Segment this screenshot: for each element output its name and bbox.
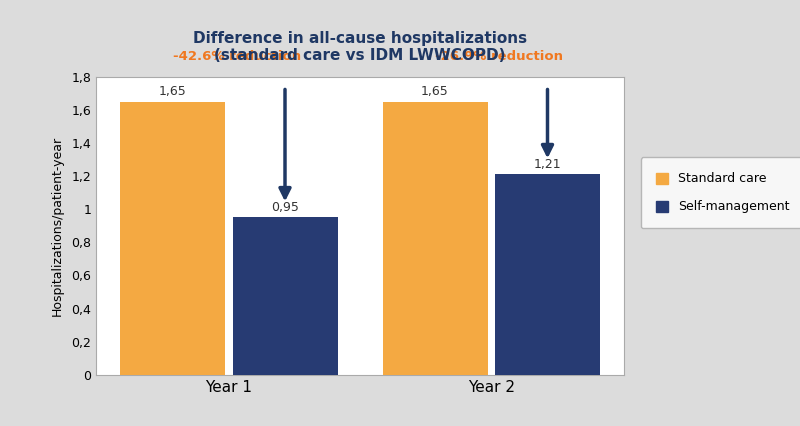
Bar (233, 218, 338, 375)
Title: Difference in all-cause hospitalizations
(standard care vs IDM LWWCOPD): Difference in all-cause hospitalizations… (193, 31, 527, 63)
Text: 0,95: 0,95 (271, 201, 299, 214)
Bar (382, 101, 487, 375)
Text: 1,21: 1,21 (534, 158, 562, 171)
Y-axis label: Hospitalizations/patient-year: Hospitalizations/patient-year (51, 136, 64, 316)
Text: -42.6% reduction: -42.6% reduction (173, 50, 301, 63)
Text: 1,65: 1,65 (158, 85, 186, 98)
Text: 1,65: 1,65 (421, 85, 449, 98)
Legend: Standard care, Self-management: Standard care, Self-management (641, 158, 800, 228)
Bar (495, 174, 600, 375)
Text: -26.9% reduction: -26.9% reduction (435, 50, 563, 63)
Bar (120, 101, 225, 375)
